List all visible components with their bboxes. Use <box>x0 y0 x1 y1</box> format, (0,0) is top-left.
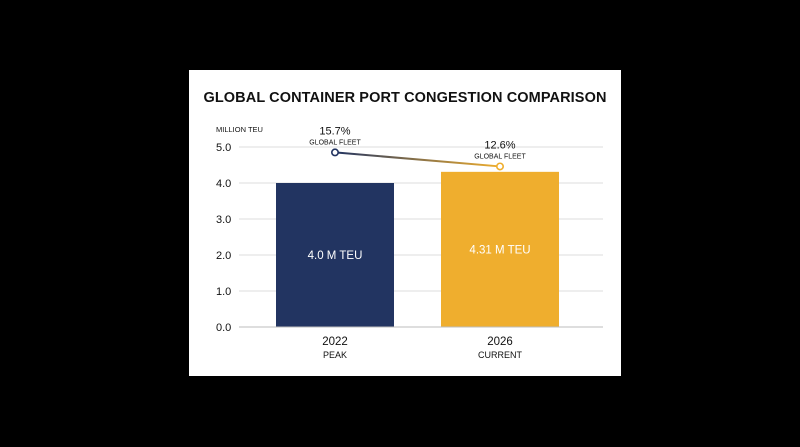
fleet-share-marker <box>331 148 340 157</box>
bar-value-label: 4.31 M TEU <box>469 244 530 256</box>
bar-2022 <box>276 183 394 327</box>
annotation-label: GLOBAL FLEET <box>474 153 526 160</box>
bar-value-label: 4.0 M TEU <box>308 250 363 262</box>
y-tick-label: 1.0 <box>216 286 231 298</box>
y-tick-label: 2.0 <box>216 250 231 262</box>
annotation-percent: 12.6% <box>484 139 515 151</box>
y-tick-label: 0.0 <box>216 322 231 334</box>
bar-2026 <box>441 171 559 327</box>
y-tick-label: 3.0 <box>216 214 231 226</box>
fleet-share-marker <box>495 162 504 171</box>
y-axis-label: MILLION TEU <box>216 125 263 134</box>
y-tick-label: 4.0 <box>216 178 231 190</box>
chart-card: GLOBAL CONTAINER PORT CONGESTION COMPARI… <box>189 70 621 376</box>
bar-chart: MILLION TEU 0.0 1.0 2.0 3.0 4.0 5.0 4.0 M TEU 4.… <box>216 125 603 360</box>
x-tick-label: 2022 <box>322 336 348 348</box>
annotation-percent: 15.7% <box>319 125 350 137</box>
annotation-label: GLOBAL FLEET <box>309 139 361 146</box>
y-tick-label: 5.0 <box>216 142 231 154</box>
x-tick-sublabel: PEAK <box>323 350 347 360</box>
chart-title: GLOBAL CONTAINER PORT CONGESTION COMPARI… <box>203 90 607 106</box>
x-tick-sublabel: CURRENT <box>478 350 523 360</box>
x-tick-label: 2026 <box>487 336 513 348</box>
fleet-share-line <box>334 151 501 168</box>
